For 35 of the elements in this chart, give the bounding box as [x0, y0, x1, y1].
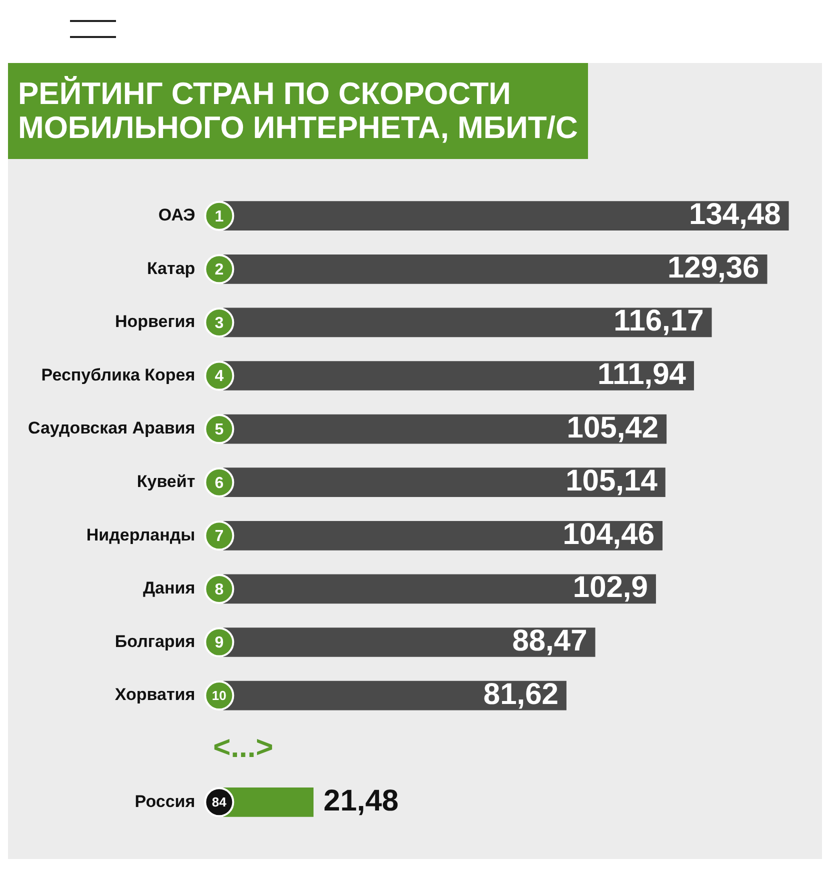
data-label: 105,42 — [566, 411, 659, 444]
data-label: 111,94 — [598, 358, 686, 392]
y-tick-label: Катар — [146, 258, 196, 278]
data-label: 102,9 — [572, 571, 648, 604]
data-label: 104,46 — [562, 518, 655, 551]
y-tick-label: ОАЭ — [158, 206, 196, 225]
data-label: 21,48 — [324, 784, 399, 818]
annotation: <...> — [213, 731, 274, 764]
annotation: 4 — [214, 368, 224, 386]
data-label: 105,14 — [566, 464, 658, 498]
annotation: 1 — [214, 208, 224, 226]
y-tick-label: Хорватия — [114, 685, 196, 704]
annotation: 2 — [214, 262, 224, 279]
y-tick-label: Кувейт — [136, 472, 196, 492]
annotation: 9 — [214, 634, 224, 652]
data-label: 88,47 — [512, 624, 588, 658]
annotation: 84 — [212, 794, 228, 810]
annotation: 3 — [214, 314, 224, 332]
annotation: 8 — [214, 581, 224, 598]
y-tick-label: Болгария — [114, 632, 196, 651]
chart-title: РЕЙТИНГ СТРАН ПО СКОРОСТИ МОБИЛЬНОГО ИНТЕРНЕТА, МБИТ/С — [8, 63, 588, 159]
data-label: 116,17 — [614, 304, 704, 338]
y-tick-label: Дания — [142, 578, 196, 598]
annotation: 7 — [214, 528, 224, 546]
data-label: 81,62 — [483, 678, 558, 711]
y-tick-label: Саудовская Аравия — [28, 418, 196, 438]
y-tick-label: Норвегия — [114, 312, 196, 332]
annotation: 6 — [214, 474, 224, 492]
y-tick-label: Республика Корея — [41, 365, 196, 384]
annotation: 5 — [214, 421, 224, 438]
y-tick-label: Нидерланды — [86, 525, 196, 544]
y-tick-label: Россия — [134, 792, 196, 811]
data-label: 134,48 — [689, 198, 781, 232]
annotation: 10 — [212, 688, 226, 704]
data-label: 129,36 — [667, 251, 760, 284]
